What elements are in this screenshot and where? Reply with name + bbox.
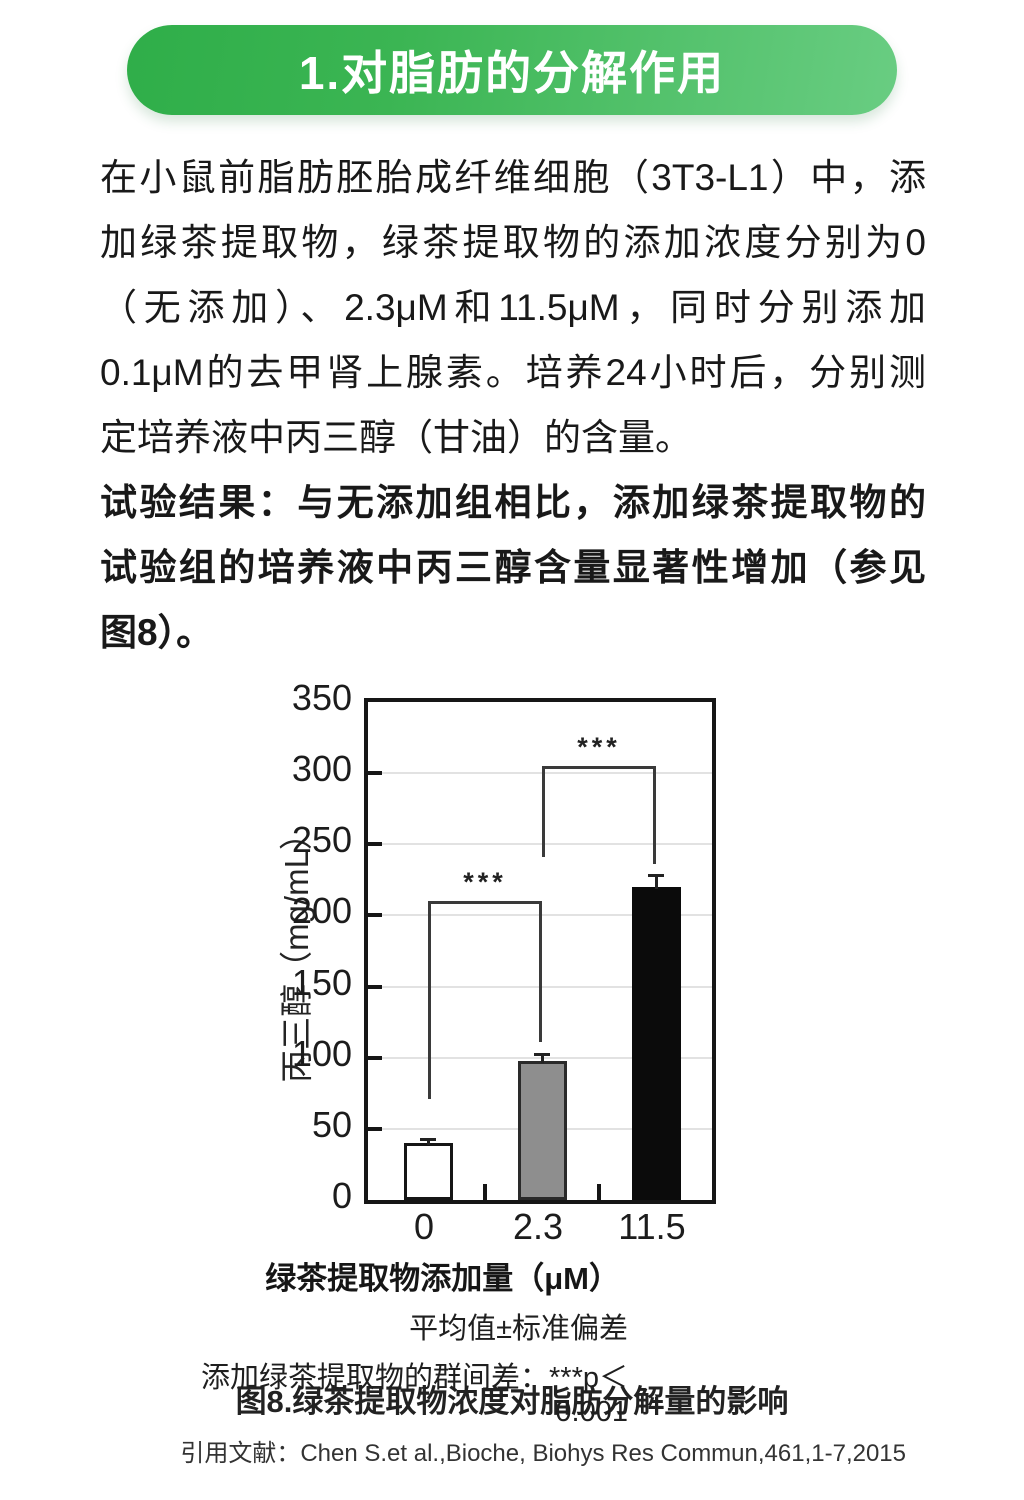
gridline-250	[368, 843, 712, 846]
significance-bracket-leg	[428, 901, 431, 1099]
body-text-line: 试验组的培养液中丙三醇含量显著性增加（参见	[100, 547, 926, 588]
body-text-line: （无添加）、2.3μM和11.5μM，同时分别添加	[100, 287, 926, 328]
body-text-line: 图8）。	[100, 612, 214, 653]
bar-0uM	[403, 1143, 453, 1200]
y-tick-150	[368, 984, 382, 989]
y-tick-50	[368, 1126, 382, 1131]
figure-notes: 绿茶提取物添加量（μM） 平均值±标准偏差 添加绿茶提取物的群间差：***p＜0…	[190, 1253, 628, 1429]
significance-bracket-leg	[542, 766, 545, 858]
x-tick-label: 0	[413, 1206, 435, 1247]
body-text-line: 定培养液中丙三醇（甘油）的含量。	[100, 417, 692, 458]
error-bar-cap	[648, 873, 664, 877]
y-tick-label: 0	[331, 1175, 352, 1216]
x-tick-label: 2.3	[512, 1206, 564, 1247]
y-tick-200	[368, 913, 382, 918]
section-header-banner: 1.对脂肪的分解作用	[127, 25, 897, 115]
y-tick-300	[368, 771, 382, 776]
citation: 引用文献：Chen S.et al.,Bioche, Biohys Res Co…	[180, 1440, 906, 1467]
x-tick-boundary-1	[597, 1184, 601, 1200]
figure-caption: 图8.绿茶提取物浓度对脂肪分解量的影响	[235, 1384, 789, 1419]
y-tick-100	[368, 1055, 382, 1060]
y-tick-250	[368, 842, 382, 847]
y-tick-label: 150	[291, 961, 352, 1003]
y-tick-label: 50	[311, 1103, 352, 1145]
x-axis-title: 绿茶提取物添加量（μM）	[265, 1261, 620, 1296]
significance-stars: ***	[463, 867, 507, 898]
body-text: 在小鼠前脂肪胚胎成纤维细胞（3T3-L1）中，添 加绿茶提取物，绿茶提取物的添加浓…	[100, 145, 926, 665]
body-text-line: 0.1μM的去甲肾上腺素。培养24小时后，分别测	[100, 352, 926, 393]
y-tick-label: 200	[291, 890, 352, 932]
y-tick-label: 350	[291, 677, 352, 718]
error-bar-cap	[534, 1052, 550, 1056]
body-text-line: 在小鼠前脂肪胚胎成纤维细胞（3T3-L1）中，添	[100, 157, 926, 198]
note-mean-sd: 平均值±标准偏差	[409, 1313, 628, 1345]
body-text-line: 试验结果：与无添加组相比，添加绿茶提取物的	[100, 482, 926, 523]
significance-bracket-leg	[653, 766, 656, 865]
error-bar-stem	[426, 1140, 430, 1146]
error-bar-stem	[654, 875, 658, 889]
body-text-line: 加绿茶提取物，绿茶提取物的添加浓度分别为0	[100, 222, 926, 263]
gridline-100	[368, 1056, 712, 1059]
bar-11.5uM	[631, 886, 681, 1200]
y-tick-label: 100	[291, 1032, 352, 1074]
page: 1.对脂肪的分解作用 在小鼠前脂肪胚胎成纤维细胞（3T3-L1）中，添 加绿茶提取…	[0, 25, 1024, 1468]
error-bar-cap	[420, 1138, 436, 1142]
significance-bracket-line	[428, 901, 542, 905]
x-tick-boundary-0	[483, 1184, 487, 1200]
bar-2.3uM	[517, 1060, 567, 1200]
gridline-300	[368, 772, 712, 775]
y-tick-label: 250	[291, 819, 352, 861]
significance-bracket-leg	[539, 901, 542, 1043]
figure-8-bar-chart: 丙三醇（mg/mL） *** *** 绿茶提取物添加量（μM） 平均值±标准偏差 …	[0, 665, 1024, 1428]
y-tick-label: 300	[291, 748, 352, 790]
section-title: 1.对脂肪的分解作用	[298, 47, 726, 99]
significance-stars: ***	[577, 732, 621, 763]
x-tick-label: 11.5	[618, 1206, 686, 1247]
significance-bracket-line	[542, 766, 656, 770]
error-bar-stem	[540, 1054, 544, 1063]
plot-area: *** ***	[364, 698, 716, 1204]
note-pvalue: 添加绿茶提取物的群间差：***p＜0.001	[201, 1362, 628, 1428]
